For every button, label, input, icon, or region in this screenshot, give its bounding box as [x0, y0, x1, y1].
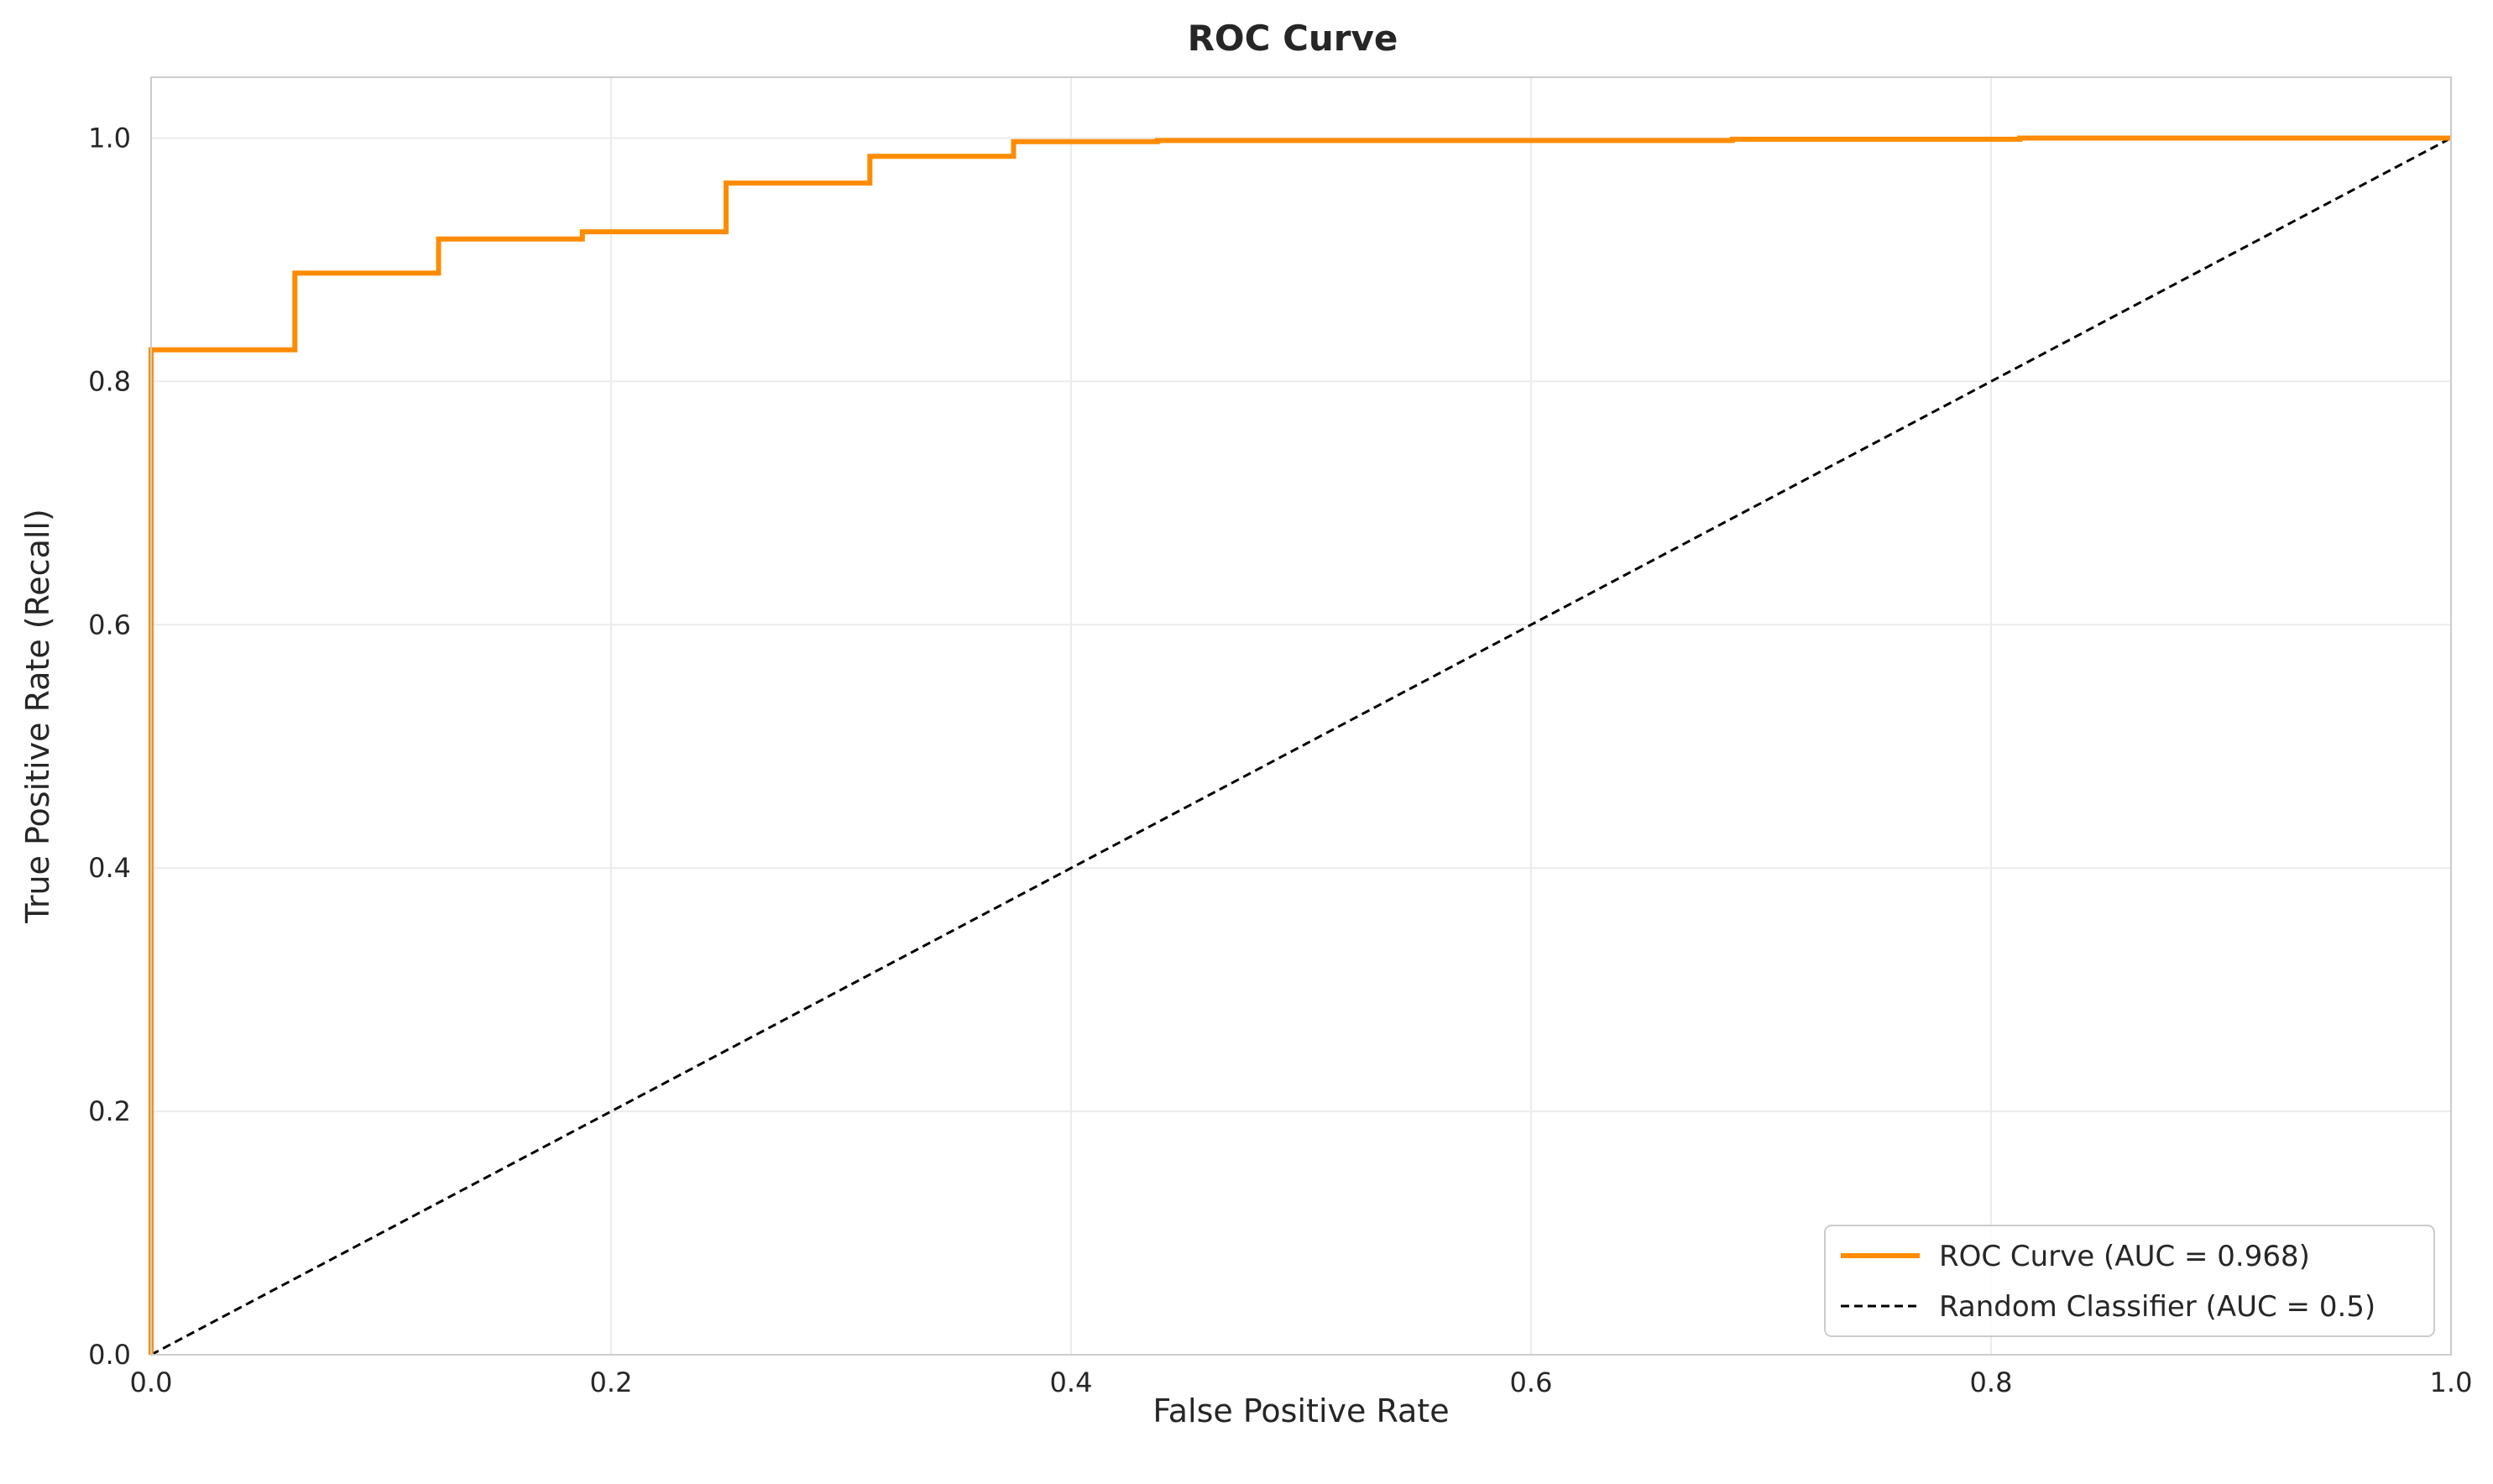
x-tick-label: 1.0 [2430, 1366, 2473, 1398]
roc-curve-line [149, 135, 2451, 1355]
plot-area [149, 76, 2452, 1356]
plot-background [151, 77, 2451, 1355]
x-tick-label: 0.8 [1970, 1366, 2013, 1398]
legend-label-random: Random Classifier (AUC = 0.5) [1939, 1290, 2375, 1324]
tick-labels: 0.0 0.2 0.4 0.6 0.8 1.0 0.0 0.2 0.4 0.6 0.8 1.0 [88, 122, 2472, 1398]
x-tick-label: 0.2 [590, 1366, 633, 1398]
y-axis-label: True Positive Rate (Recall) [19, 509, 56, 924]
legend-label-roc: ROC Curve (AUC = 0.968) [1939, 1240, 2310, 1273]
legend: ROC Curve (AUC = 0.968) Random Classifie… [1824, 1225, 2435, 1337]
x-axis-label: False Positive Rate [1152, 1393, 1449, 1429]
random-classifier-line [150, 137, 2452, 1356]
series-lines [149, 135, 2452, 1356]
x-tick-label: 0.6 [1510, 1366, 1553, 1398]
y-tick-label: 0.8 [88, 365, 131, 397]
x-tick-label: 0.0 [130, 1366, 173, 1398]
x-tick-label: 0.4 [1050, 1366, 1093, 1398]
chart-title: ROC Curve [1188, 18, 1398, 59]
y-tick-label: 0.2 [88, 1095, 131, 1127]
y-tick-label: 0.4 [88, 852, 131, 884]
y-tick-label: 0.6 [88, 609, 131, 640]
y-tick-label: 0.0 [88, 1339, 131, 1371]
plot-frame [150, 76, 2452, 1356]
legend-box [1824, 1225, 2435, 1337]
y-tick-label: 1.0 [88, 122, 131, 154]
